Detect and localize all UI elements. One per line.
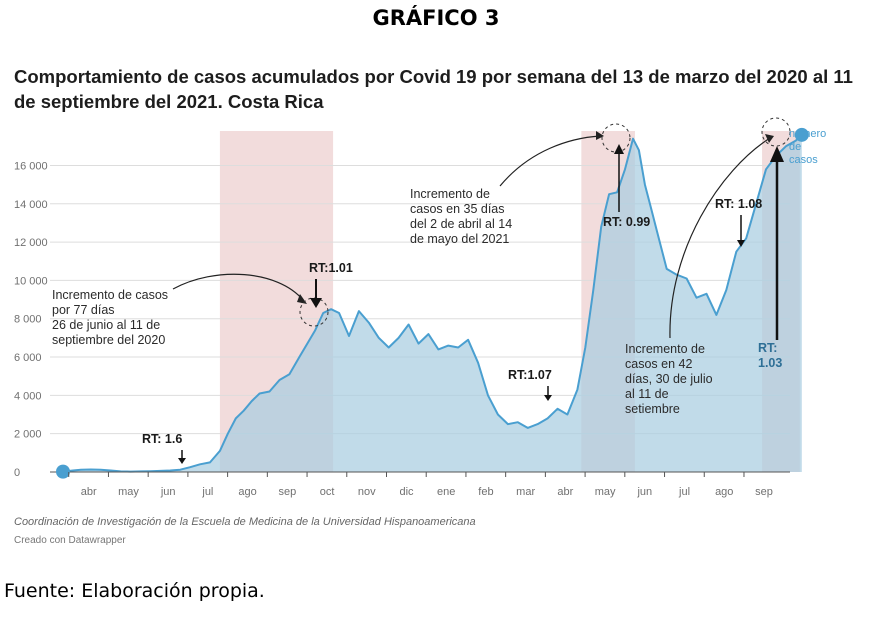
rt-label-4: RT: 0.99: [603, 215, 650, 229]
covid-area-chart: 0 2 000 4 000 6 000 8 000 10 000 12 000 14 000 1…: [14, 117, 826, 498]
x-tick-label: jun: [636, 486, 652, 498]
x-tick-label: jul: [678, 486, 690, 498]
x-tick-label: ago: [238, 486, 256, 498]
annotation-period-3-line: días, 30 de julio: [625, 372, 713, 386]
rt-arrowhead-1: [178, 458, 186, 464]
x-tick-label: dic: [399, 486, 414, 498]
rt-label-6-line: 1.03: [758, 356, 782, 370]
x-tick-label: jul: [201, 486, 213, 498]
annotation-arrowhead-3: [765, 134, 774, 143]
y-tick-label: 8 000: [14, 314, 42, 326]
rt-label-6: RT:1.03: [758, 341, 782, 370]
annotation-period-1-line: por 77 días: [52, 303, 115, 317]
x-tick-label: ene: [437, 486, 455, 498]
highlight-circle-2: [601, 123, 631, 153]
annotation-period-2-line: de mayo del 2021: [410, 232, 509, 246]
y-tick-label: 6 000: [14, 352, 42, 364]
highlight-circle-3: [761, 117, 791, 147]
rt-arrowhead-5: [737, 240, 745, 247]
source-note: Coordinación de Investigación de la Escu…: [14, 516, 476, 528]
annotation-period-1-line: 26 de junio al 11 de: [52, 318, 160, 332]
x-tick-label: oct: [320, 486, 335, 498]
rt-label-2: RT:1.01: [309, 261, 353, 275]
y-tick-label: 4 000: [14, 390, 42, 402]
annotation-curve-3: [669, 137, 771, 339]
y-tick-label: 0: [14, 467, 20, 479]
figure-label: GRÁFICO 3: [372, 6, 500, 30]
series-area: [63, 134, 802, 473]
annotation-period-3-line: casos en 42: [625, 357, 692, 371]
annotation-curve-2: [499, 135, 601, 187]
x-tick-label: may: [595, 486, 616, 498]
annotation-curve-1: [172, 273, 304, 301]
x-tick-label: abr: [557, 486, 573, 498]
annotation-period-1-line: Incremento de casos: [52, 288, 168, 302]
chart-title: Comportamiento de casos acumulados por C…: [14, 66, 853, 112]
credit-note: Creado con Datawrapper: [14, 535, 126, 546]
annotation-period-1-line: septiembre del 2020: [52, 333, 165, 347]
y-tick-label: 12 000: [14, 237, 48, 249]
rt-arrowhead-6: [770, 146, 784, 162]
y-tick-label: 10 000: [14, 275, 48, 287]
x-tick-label: sep: [755, 486, 773, 498]
y-tick-label: 2 000: [14, 429, 42, 441]
annotation-period-3-line: Incremento de: [625, 342, 705, 356]
annotation-period-3-line: setiembre: [625, 402, 680, 416]
rt-arrowhead-3: [544, 395, 552, 401]
series-legend-label-line: de: [789, 141, 801, 153]
x-tick-label: sep: [278, 486, 296, 498]
rt-arrowhead-2: [310, 298, 322, 308]
x-tick-label: mar: [516, 486, 535, 498]
annotation-period-3-line: al 11 de: [625, 387, 669, 401]
start-point: [56, 464, 70, 479]
x-tick-label: feb: [478, 486, 493, 498]
annotation-period-2-line: del 2 de abril al 14: [410, 217, 512, 231]
x-tick-label: may: [118, 486, 139, 498]
rt-label-6-line: RT:: [758, 341, 777, 355]
x-tick-label: jun: [160, 486, 176, 498]
rt-arrowhead-4: [614, 144, 624, 154]
series-legend-label-line: casos: [789, 154, 818, 166]
series-line: [62, 134, 803, 473]
y-tick-label: 16 000: [14, 160, 48, 172]
y-tick-label: 14 000: [14, 199, 48, 211]
rt-label-5: RT: 1.08: [715, 197, 762, 211]
annotation-period-2-line: Incremento de: [410, 187, 490, 201]
rt-label-3: RT:1.07: [508, 368, 552, 382]
x-tick-label: nov: [358, 486, 376, 498]
x-tick-label: abr: [81, 486, 97, 498]
footer-source: Fuente: Elaboración propia.: [4, 580, 265, 602]
highlight-circle-1: [299, 297, 329, 327]
annotation-period-2-line: casos en 35 días: [410, 202, 505, 216]
series-legend-label-line: número: [789, 128, 826, 140]
x-tick-label: ago: [715, 486, 733, 498]
rt-label-1: RT: 1.6: [142, 432, 182, 446]
area-series: [50, 127, 809, 479]
x-axis: abr may jun jul ago sep oct nov dic ene feb mar abr m…: [68, 472, 773, 498]
end-point: [794, 127, 809, 142]
annotation-arrowhead-2: [596, 131, 604, 140]
